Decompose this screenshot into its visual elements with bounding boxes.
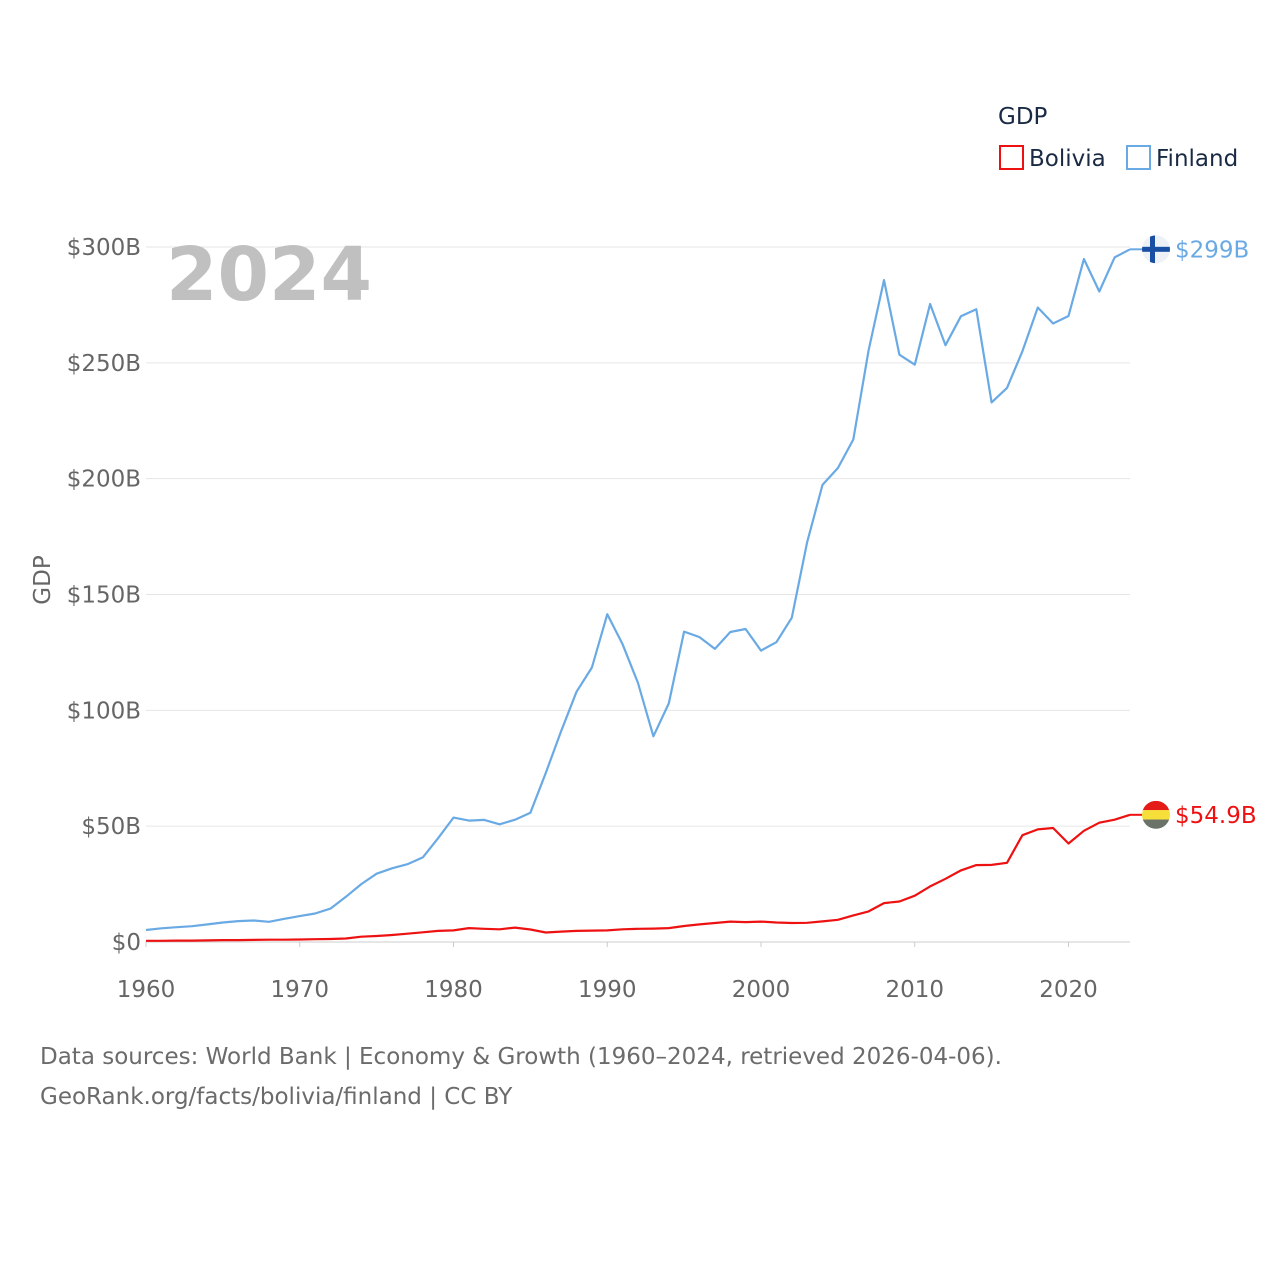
y-tick-label: $250B	[67, 351, 141, 377]
y-tick-label: $100B	[67, 698, 141, 724]
x-axis-ticks: 1960 1970 1980 1990 2000 2010 2020	[117, 942, 1098, 1003]
grid-lines	[146, 246, 1130, 943]
x-tick-label: 1970	[270, 977, 329, 1003]
y-axis-label: GDP	[30, 555, 56, 605]
source-note: Data sources: World Bank | Economy & Gro…	[40, 1044, 1002, 1070]
series-lines	[145, 248, 1131, 942]
x-tick-label: 2000	[732, 977, 791, 1003]
y-tick-label: $0	[112, 930, 141, 956]
legend-label-bolivia: Bolivia	[1029, 146, 1106, 172]
source-link[interactable]: GeoRank.org/facts/bolivia/finland | CC B…	[40, 1084, 513, 1110]
y-axis-ticks: $0 $50B $100B $150B $200B $250B $300B	[67, 235, 141, 956]
legend-swatch-bolivia	[999, 145, 1024, 170]
x-tick-label: 2010	[885, 977, 944, 1003]
x-tick-label: 1980	[424, 977, 483, 1003]
x-tick-label: 1990	[578, 977, 637, 1003]
series-line-finland	[145, 248, 1131, 932]
legend-title: GDP	[998, 104, 1048, 130]
y-tick-label: $150B	[67, 583, 141, 609]
y-tick-label: $300B	[67, 235, 141, 261]
series-line-bolivia	[146, 813, 1131, 942]
end-value-label-bolivia: $54.9B	[1175, 803, 1257, 829]
x-tick-label: 2020	[1039, 977, 1098, 1003]
gdp-line-chart: $0 $50B $100B $150B $200B $250B $300B 1960 1970…	[30, 104, 1257, 1003]
legend-swatch-finland	[1126, 145, 1151, 170]
end-value-label-finland: $299B	[1175, 237, 1249, 263]
x-tick-label: 1960	[117, 977, 176, 1003]
y-tick-label: $200B	[67, 467, 141, 493]
year-label: 2024	[166, 232, 372, 318]
series-end-markers: $54.9B $299B	[1130, 235, 1257, 829]
y-tick-label: $50B	[81, 814, 141, 840]
legend: GDP Bolivia Finland	[998, 104, 1238, 172]
legend-label-finland: Finland	[1156, 146, 1238, 172]
flag-icon-bolivia	[1142, 800, 1170, 829]
flag-icon-finland	[1142, 235, 1170, 264]
